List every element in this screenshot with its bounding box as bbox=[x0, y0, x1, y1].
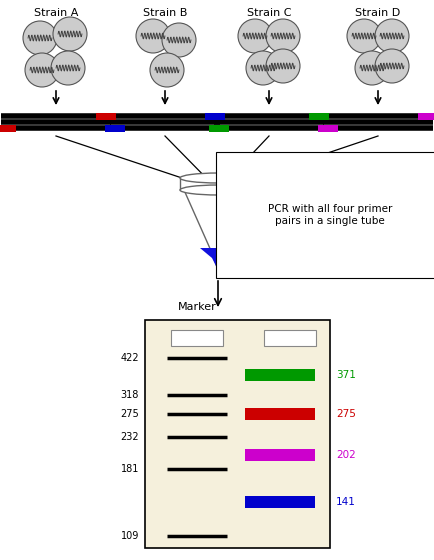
Bar bbox=[244, 408, 314, 421]
Text: Strain B: Strain B bbox=[142, 8, 187, 18]
Bar bbox=[171, 330, 223, 346]
Text: 202: 202 bbox=[335, 450, 355, 460]
Text: 109: 109 bbox=[120, 531, 139, 541]
Ellipse shape bbox=[180, 173, 256, 183]
Bar bbox=[317, 124, 337, 132]
Text: Strain C: Strain C bbox=[246, 8, 291, 18]
Circle shape bbox=[51, 51, 85, 85]
Circle shape bbox=[265, 19, 299, 53]
Text: 275: 275 bbox=[335, 409, 355, 419]
Bar bbox=[263, 330, 315, 346]
Bar bbox=[180, 178, 256, 190]
Circle shape bbox=[354, 51, 388, 85]
Text: Marker: Marker bbox=[177, 302, 216, 312]
Bar bbox=[244, 369, 314, 381]
Circle shape bbox=[136, 19, 170, 53]
Circle shape bbox=[23, 21, 57, 55]
Text: 141: 141 bbox=[335, 497, 355, 507]
Circle shape bbox=[161, 23, 196, 57]
Text: 181: 181 bbox=[120, 464, 139, 474]
Circle shape bbox=[265, 49, 299, 83]
Text: 371: 371 bbox=[335, 370, 355, 380]
Bar bbox=[244, 449, 314, 461]
Bar bbox=[96, 113, 116, 119]
Circle shape bbox=[25, 53, 59, 87]
Circle shape bbox=[374, 19, 408, 53]
Polygon shape bbox=[200, 248, 236, 270]
Bar bbox=[417, 113, 434, 119]
Circle shape bbox=[374, 49, 408, 83]
Bar bbox=[0, 124, 16, 132]
Circle shape bbox=[53, 17, 87, 51]
Bar bbox=[308, 113, 328, 119]
Bar bbox=[244, 496, 314, 508]
Ellipse shape bbox=[180, 185, 256, 195]
Circle shape bbox=[237, 19, 271, 53]
Text: 422: 422 bbox=[120, 353, 139, 363]
Circle shape bbox=[346, 19, 380, 53]
Bar bbox=[208, 124, 228, 132]
Text: Strain D: Strain D bbox=[355, 8, 400, 18]
Circle shape bbox=[246, 51, 279, 85]
Text: Strain A: Strain A bbox=[34, 8, 78, 18]
Text: 318: 318 bbox=[120, 390, 139, 400]
Bar bbox=[204, 113, 224, 119]
Circle shape bbox=[150, 53, 184, 87]
Bar bbox=[105, 124, 125, 132]
Text: 275: 275 bbox=[120, 409, 139, 419]
Polygon shape bbox=[184, 190, 251, 270]
Bar bbox=[145, 320, 329, 548]
Text: 232: 232 bbox=[120, 432, 139, 442]
Text: PCR with all four primer
pairs in a single tube: PCR with all four primer pairs in a sing… bbox=[267, 204, 391, 226]
